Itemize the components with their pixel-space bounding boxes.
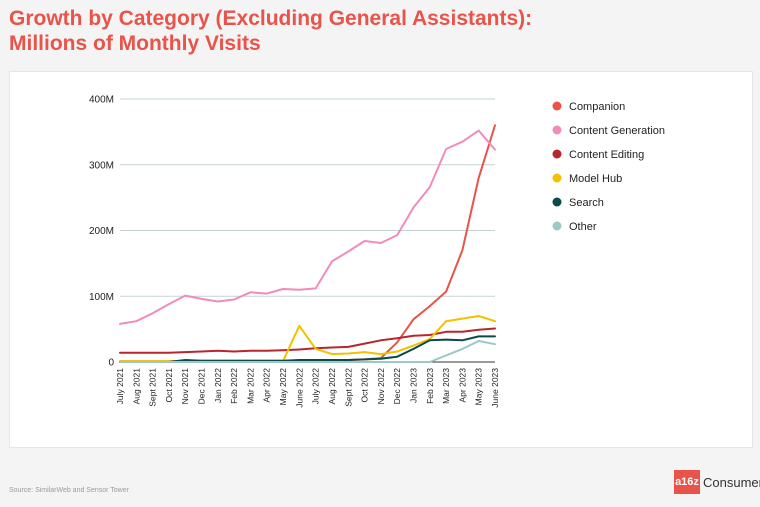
x-tick-label: Apr 2023 — [457, 368, 467, 403]
legend-marker-other — [552, 221, 562, 231]
x-tick-label: Sept 2021 — [148, 368, 158, 407]
chart-title-line-2: Millions of Monthly Visits — [9, 32, 261, 55]
series-line-other — [119, 340, 496, 363]
y-tick-label: 200M — [89, 226, 114, 237]
y-tick-label: 0 — [108, 358, 114, 369]
x-tick-label: Aug 2021 — [131, 368, 141, 405]
x-tick-label: June 2023 — [490, 368, 500, 408]
legend-label-model-hub: Model Hub — [569, 173, 622, 185]
legend-marker-content-editing — [552, 149, 562, 159]
series-line-companion — [119, 124, 496, 363]
a16z-consumer-logo: a16z Consumer — [674, 470, 760, 494]
x-tick-label: Nov 2021 — [180, 368, 190, 405]
x-tick-label: Aug 2022 — [327, 368, 337, 405]
series-line-content-editing — [119, 327, 496, 354]
x-tick-label: Nov 2022 — [376, 368, 386, 405]
y-tick-label: 400M — [89, 95, 114, 106]
chart-card: 0 100M 200M 300M 400M July 2021 Aug 2021 Sept 2… — [9, 71, 753, 448]
x-tick-label: Feb 2023 — [425, 368, 435, 404]
x-tick-label: Oct 2021 — [164, 368, 174, 403]
series-line-model-hub — [119, 315, 496, 363]
legend-marker-model-hub — [552, 173, 562, 183]
x-tick-label: Mar 2022 — [245, 368, 255, 404]
chart-title: Growth by Category (Excluding General As… — [9, 6, 532, 56]
x-tick-label: Oct 2022 — [360, 368, 370, 403]
line-chart: 0 100M 200M 300M 400M July 2021 Aug 2021 Sept 2… — [89, 95, 665, 408]
x-tick-label: June 2022 — [294, 368, 304, 408]
chart-title-line-1: Growth by Category (Excluding General As… — [9, 7, 533, 30]
x-tick-label: Mar 2023 — [441, 368, 451, 404]
legend-label-other: Other — [569, 221, 597, 233]
legend-label-search: Search — [569, 197, 604, 209]
legend-label-companion: Companion — [569, 101, 625, 113]
legend-marker-search — [552, 197, 562, 207]
legend-marker-companion — [552, 101, 562, 111]
x-tick-label: Sept 2022 — [343, 368, 353, 407]
x-tick-label: Dec 2021 — [197, 368, 207, 405]
x-tick-label: Apr 2022 — [262, 368, 272, 403]
x-tick-label: July 2022 — [311, 368, 321, 405]
legend-label-content-editing: Content Editing — [569, 149, 644, 161]
x-tick-label: Jan 2023 — [408, 368, 418, 403]
a16z-logo-mark: a16z — [674, 470, 700, 494]
x-tick-label: Jan 2022 — [213, 368, 223, 403]
source-note: Source: SimilarWeb and Sensor Tower — [9, 487, 129, 494]
series-line-content-generation — [119, 129, 496, 325]
y-tick-label: 300M — [89, 160, 114, 171]
legend-label-content-generation: Content Generation — [569, 125, 665, 137]
x-tick-label: Feb 2022 — [229, 368, 239, 404]
y-tick-label: 100M — [89, 292, 114, 303]
x-tick-label: May 2023 — [474, 368, 484, 406]
x-tick-label: Dec 2022 — [392, 368, 402, 405]
x-tick-label: July 2021 — [115, 368, 125, 405]
logo-text: Consumer — [703, 474, 760, 490]
legend-marker-content-generation — [552, 125, 562, 135]
x-tick-label: May 2022 — [278, 368, 288, 406]
series-line-search — [119, 335, 496, 363]
